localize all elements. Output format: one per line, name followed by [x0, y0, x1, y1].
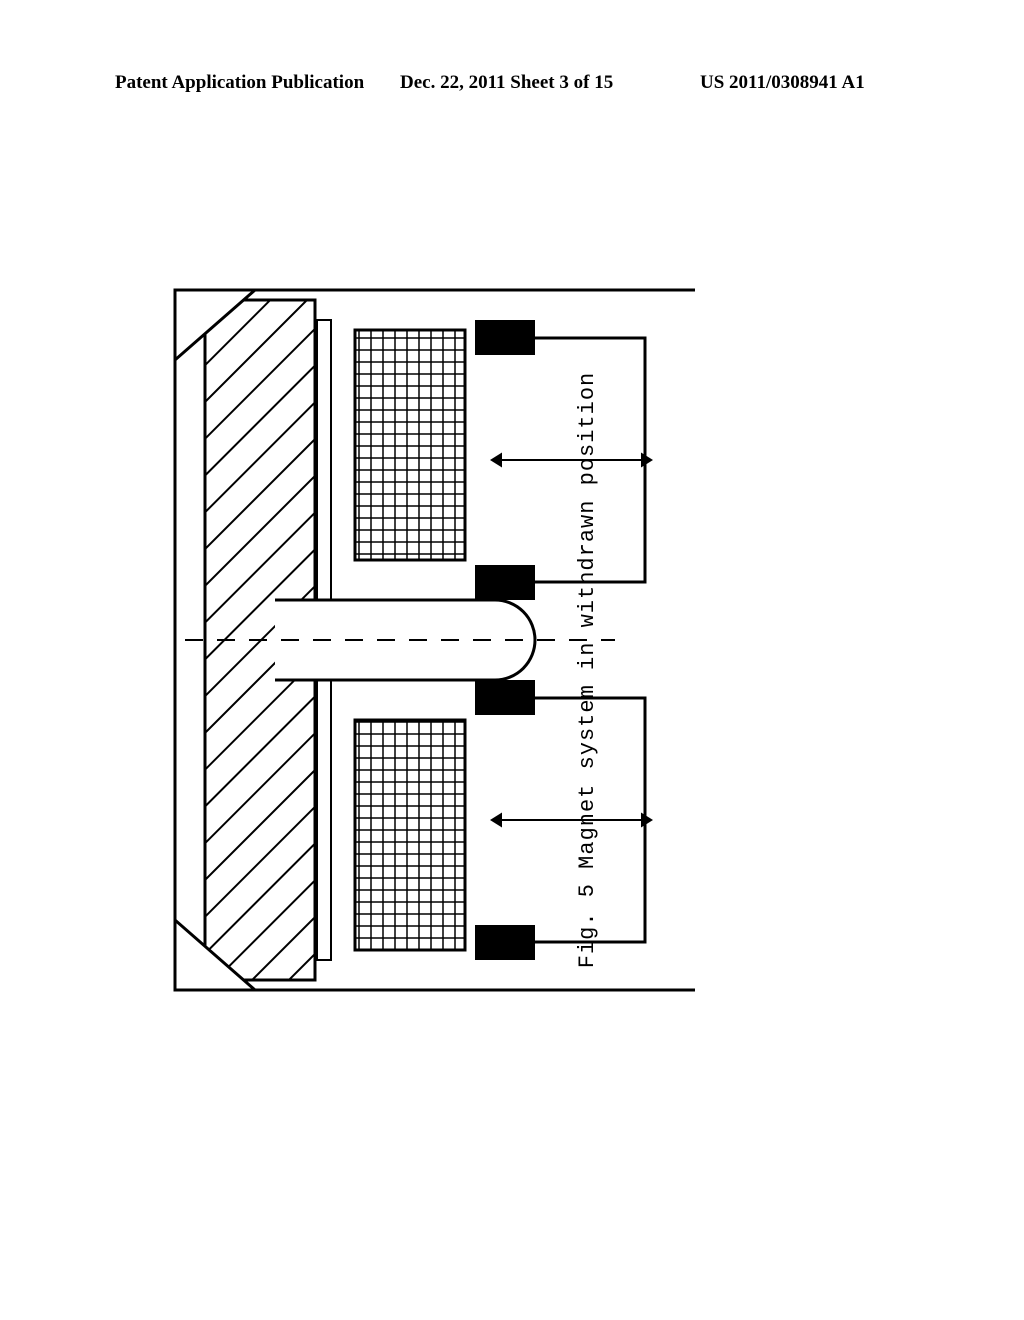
figure-caption: Fig. 5 Magnet system in withdrawn positi…: [574, 372, 599, 969]
header-center: Dec. 22, 2011 Sheet 3 of 15: [400, 72, 613, 94]
magnet-diagram: [155, 230, 715, 1050]
header-right: US 2011/0308941 A1: [700, 72, 865, 94]
header-left: Patent Application Publication: [115, 72, 364, 94]
figure-container: Fig. 5 Magnet system in withdrawn positi…: [155, 230, 875, 1110]
